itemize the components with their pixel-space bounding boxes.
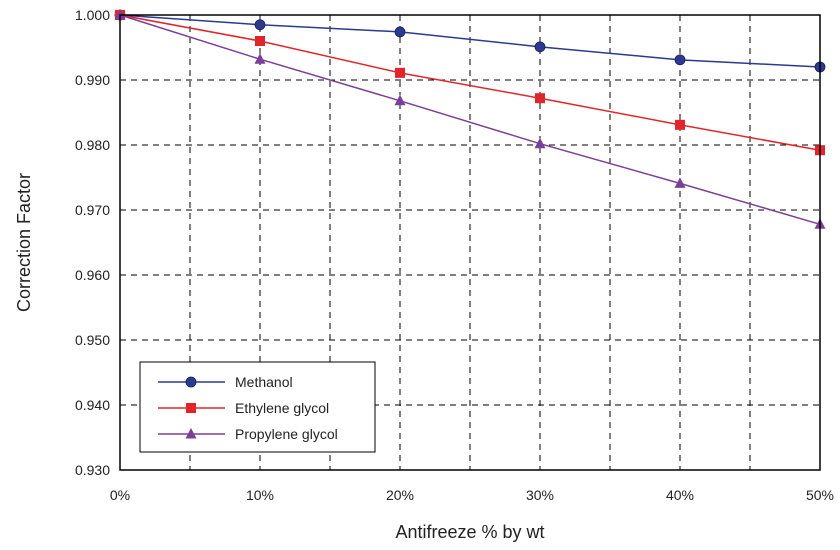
x-tick-label: 0% <box>110 487 130 503</box>
y-tick-label: 0.930 <box>75 462 110 478</box>
data-point-ethylene-glycol <box>675 119 685 130</box>
legend-box <box>139 361 376 453</box>
plot-frame <box>119 14 821 471</box>
x-tick-label: 40% <box>666 487 694 503</box>
x-tick-labels: 0% 10% 20% 30% 40% 50% <box>110 487 834 503</box>
y-axis-label: Correction Factor <box>14 173 34 312</box>
data-point-ethylene-glycol <box>255 36 265 46</box>
data-point-methanol <box>534 41 546 53</box>
y-tick-label: 0.960 <box>75 267 110 283</box>
y-tick-label: 0.980 <box>75 137 110 153</box>
legend: Methanol Ethylene glycol Propylene glycol <box>139 361 376 453</box>
x-tick-label: 50% <box>806 487 834 503</box>
x-tick-label: 30% <box>526 487 554 503</box>
y-tick-labels: 0.930 0.940 0.950 0.960 0.970 0.980 0.990 1.000 <box>75 7 110 478</box>
data-point-propylene-glycol <box>534 137 546 149</box>
series-line-ethylene-glycol <box>119 14 821 151</box>
series-line-propylene-glycol <box>119 14 821 226</box>
data-point-ethylene-glycol <box>395 67 405 78</box>
data-point-ethylene-glycol <box>535 93 545 104</box>
data-point-methanol <box>254 19 266 31</box>
y-tick-label: 0.990 <box>75 72 110 88</box>
x-axis-label: Antifreeze % by wt <box>395 522 544 542</box>
legend-label-methanol: Methanol <box>235 374 293 390</box>
y-tick-label: 1.000 <box>75 7 110 23</box>
y-tick-label: 0.950 <box>75 332 110 348</box>
legend-label-ethylene-glycol: Ethylene glycol <box>235 400 329 416</box>
y-tick-label: 0.940 <box>75 397 110 413</box>
x-tick-label: 20% <box>386 487 414 503</box>
legend-marker-methanol <box>185 376 197 388</box>
x-tick-label: 10% <box>246 487 274 503</box>
data-point-methanol <box>394 26 406 38</box>
y-tick-label: 0.970 <box>75 202 110 218</box>
legend-marker-propylene-glycol <box>185 428 197 439</box>
data-point-methanol <box>674 54 686 66</box>
data-point-propylene-glycol <box>674 177 686 188</box>
legend-label-propylene-glycol: Propylene glycol <box>235 426 338 442</box>
series-group <box>114 9 826 229</box>
series-line-methanol <box>119 14 821 68</box>
data-point-propylene-glycol <box>394 94 406 106</box>
data-point-propylene-glycol <box>254 53 266 64</box>
legend-marker-ethylene-glycol <box>186 403 196 413</box>
